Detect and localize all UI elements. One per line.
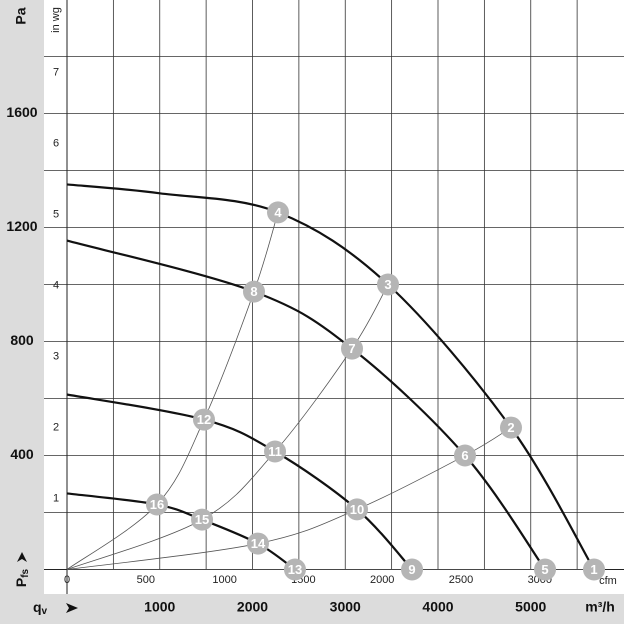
y2-tick-label: 4 <box>53 279 59 291</box>
operating-point <box>346 498 369 521</box>
operating-point-label: 11 <box>268 444 282 459</box>
operating-point-label: 9 <box>408 562 415 577</box>
operating-point-label: 10 <box>350 502 364 517</box>
x2-tick-label: 0 <box>64 574 70 586</box>
operating-point-label: 14 <box>251 536 266 551</box>
operating-point <box>583 558 606 581</box>
y-tick-label: 800 <box>10 332 34 348</box>
y2-label: in wg <box>50 7 62 33</box>
y2-tick-label: 6 <box>53 138 59 150</box>
x2-tick-label: 2500 <box>449 574 473 586</box>
operating-point-label: 8 <box>250 284 257 299</box>
operating-point-label: 2 <box>507 420 514 435</box>
operating-point-label: 4 <box>274 205 282 220</box>
operating-point-label: 6 <box>461 448 468 463</box>
operating-point <box>264 440 287 463</box>
x2-tick-label: 2000 <box>370 574 394 586</box>
operating-point-label: 13 <box>288 562 302 577</box>
y-tick-label: 1200 <box>6 218 37 234</box>
x-tick-label: 4000 <box>422 599 453 615</box>
fan-curve <box>66 183 595 570</box>
operating-point <box>192 408 215 431</box>
operating-point-label: 16 <box>150 497 164 512</box>
operating-point <box>534 558 557 581</box>
operating-point <box>401 558 424 581</box>
operating-point <box>283 558 306 581</box>
y2-tick-label: 2 <box>53 421 59 433</box>
y-tick-label: 1600 <box>6 104 37 120</box>
x-tick-label: 1000 <box>144 599 175 615</box>
operating-point-label: 3 <box>384 277 391 292</box>
operating-point <box>191 508 214 531</box>
operating-point <box>246 532 269 555</box>
x-arrow <box>66 603 78 613</box>
operating-point <box>267 201 290 224</box>
operating-point <box>377 273 400 296</box>
y-quantity-main: P <box>13 578 29 587</box>
y-quantity-sub: fs <box>20 568 31 577</box>
x-quantity-main: q <box>33 599 42 615</box>
y-tick-label: 400 <box>10 446 34 462</box>
operating-point <box>499 416 522 439</box>
x-quantity-sub: v <box>42 606 48 617</box>
operating-point <box>341 337 364 360</box>
y-quantity: Pfs <box>13 568 31 587</box>
operating-point <box>145 493 168 516</box>
left-panel <box>0 0 44 624</box>
x-label: m³/h <box>585 599 615 615</box>
x-tick-label: 2000 <box>237 599 268 615</box>
x2-label: cfm <box>599 575 617 587</box>
y2-tick-label: 3 <box>53 350 59 362</box>
y2-tick-label: 7 <box>53 67 59 79</box>
operating-point-label: 5 <box>541 562 548 577</box>
operating-point <box>453 444 476 467</box>
operating-point-label: 7 <box>348 341 355 356</box>
bottom-panel <box>0 594 624 624</box>
x-tick-label: 5000 <box>515 599 546 615</box>
operating-point-label: 12 <box>197 412 211 427</box>
x-quantity: qv <box>33 599 48 617</box>
x-tick-label: 3000 <box>330 599 361 615</box>
y-arrow <box>17 552 27 562</box>
operating-point-label: 15 <box>195 512 209 527</box>
y-label: Pa <box>13 7 29 24</box>
x2-tick-label: 1000 <box>212 574 236 586</box>
y2-tick-label: 5 <box>53 208 59 220</box>
y2-tick-label: 1 <box>53 492 59 504</box>
operating-point <box>242 280 265 303</box>
x2-tick-label: 500 <box>137 574 155 586</box>
operating-point-label: 1 <box>590 562 597 577</box>
